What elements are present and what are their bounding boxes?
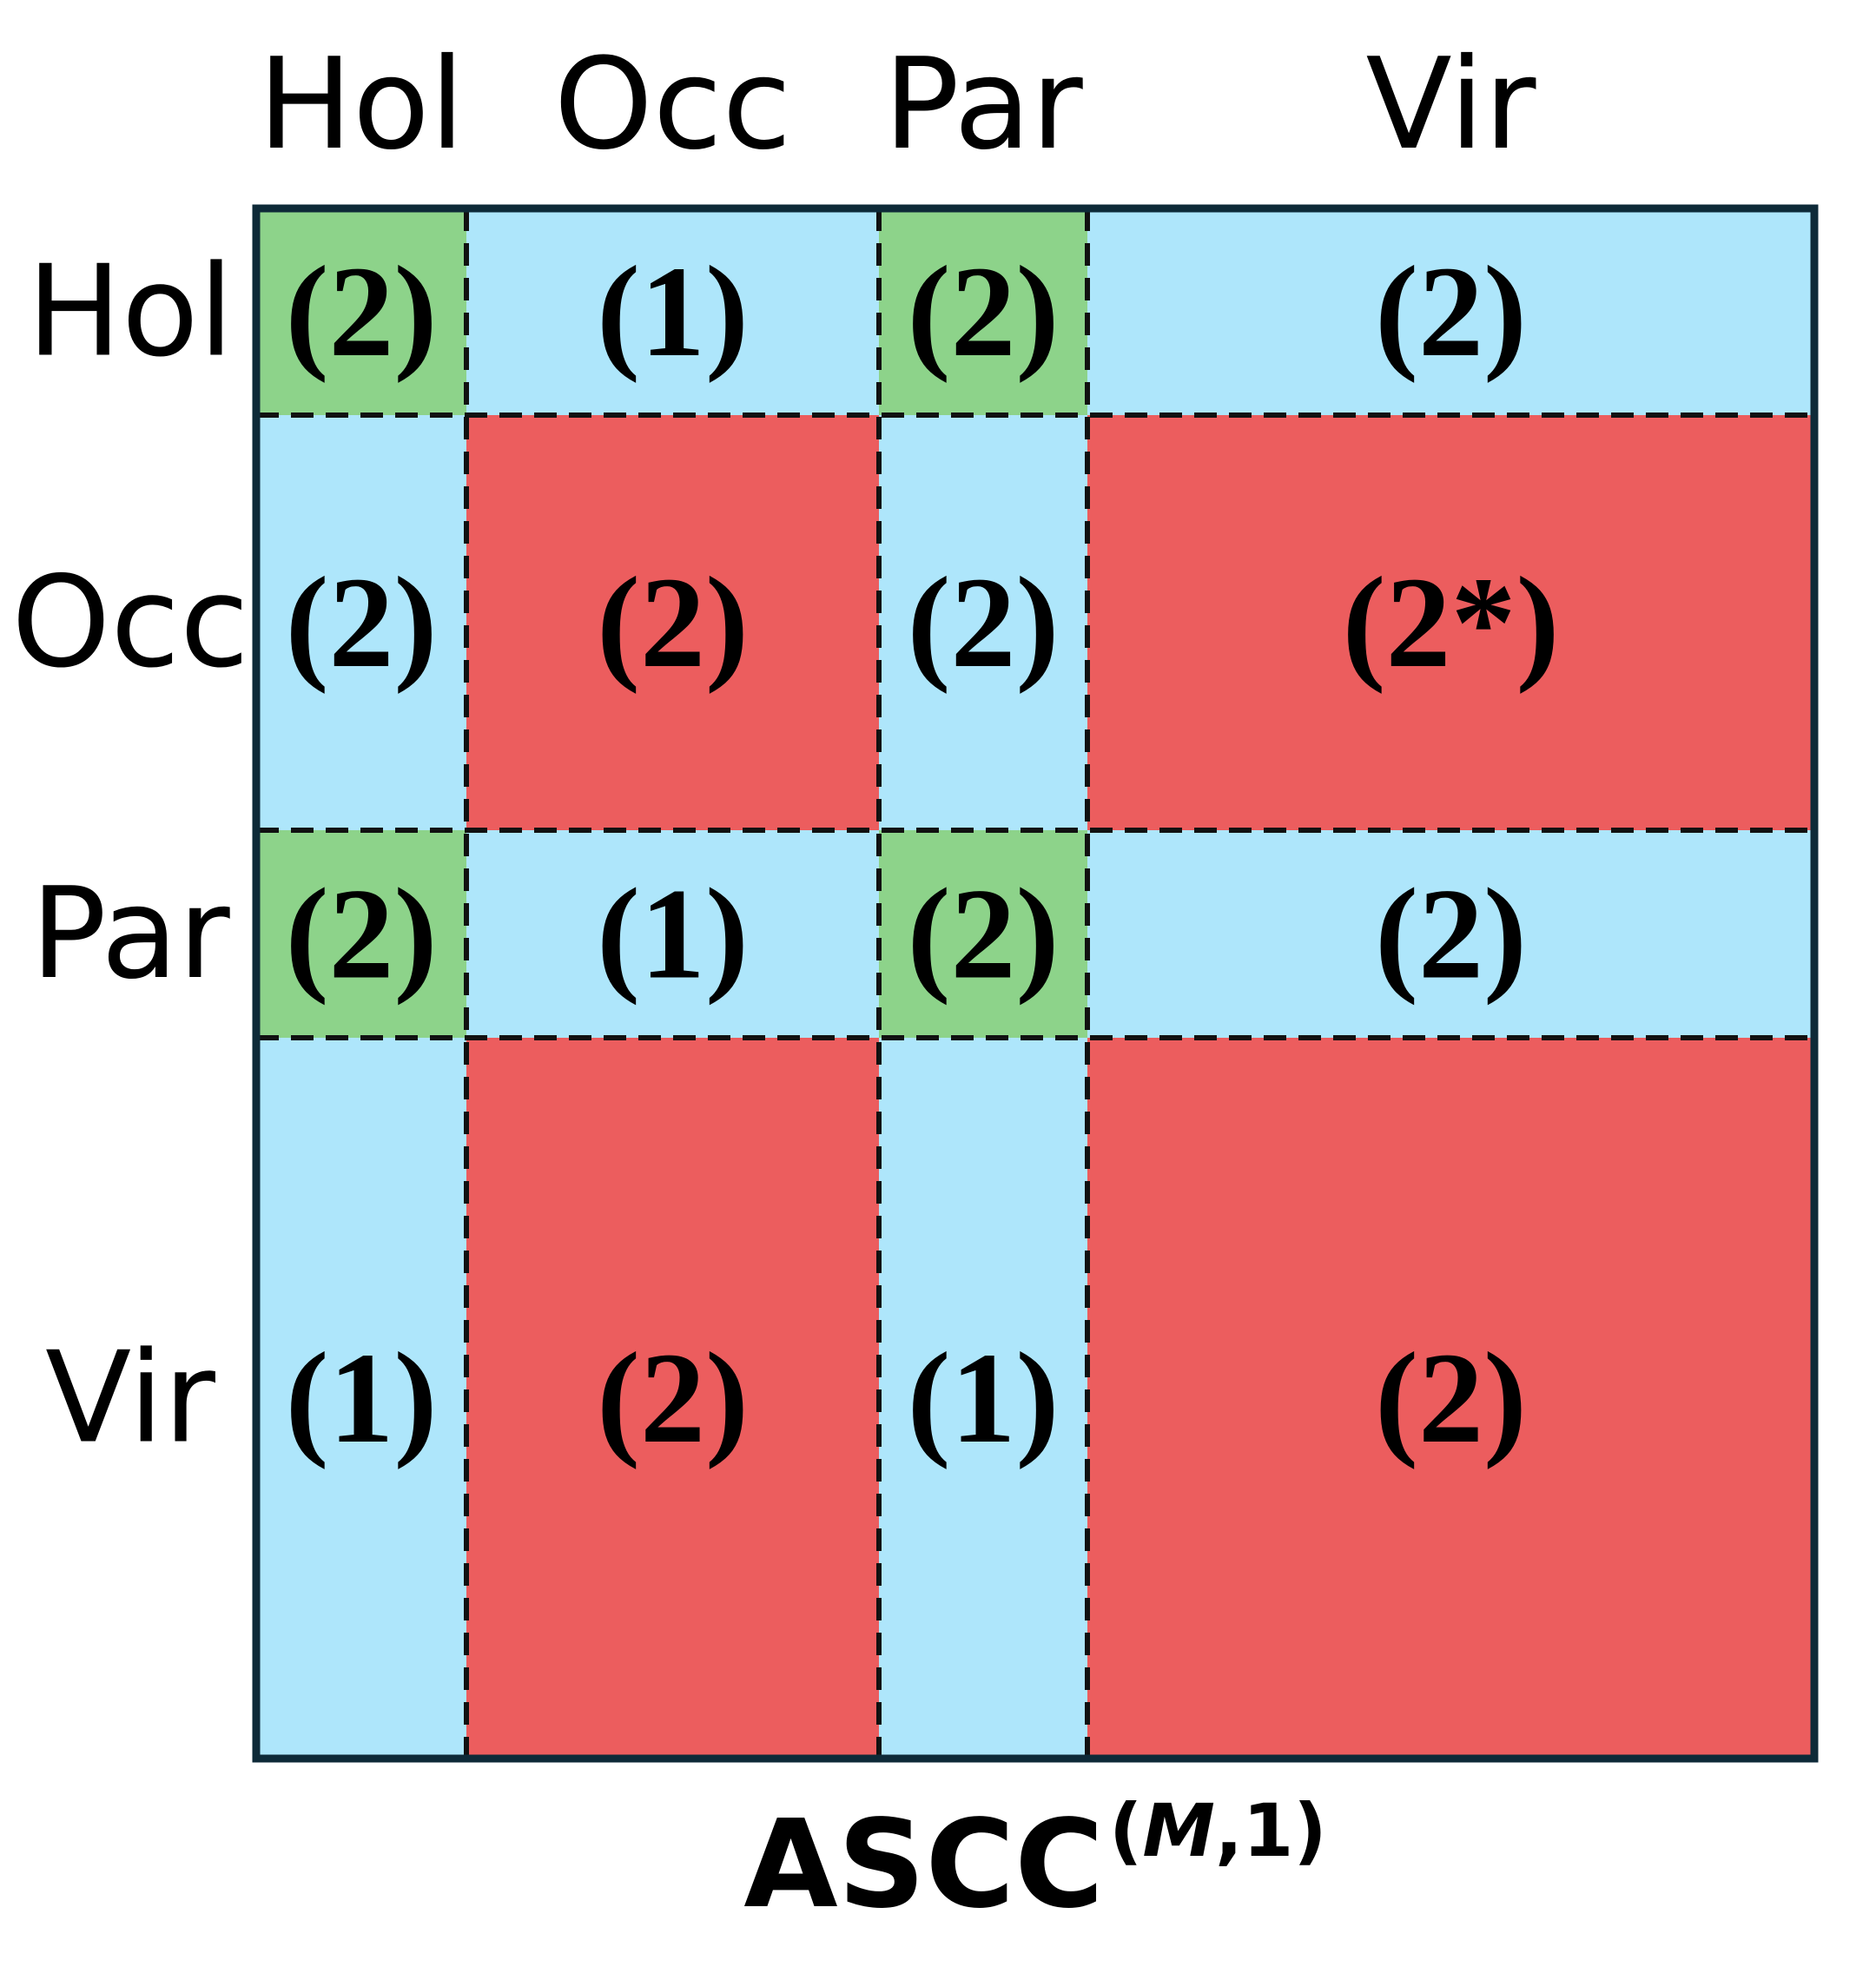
cell-par-vir: [1087, 830, 1814, 1038]
row-header-vir: Vir: [45, 1325, 215, 1472]
column-header-occ: Occ: [554, 31, 792, 178]
cell-label-vir-par: (1): [908, 1326, 1060, 1470]
cell-label-vir-hol: (1): [286, 1326, 438, 1470]
cell-label-hol-par: (2): [908, 240, 1060, 384]
column-header-hol: Hol: [258, 31, 465, 178]
cell-label-par-hol: (2): [286, 862, 438, 1006]
caption-superscript-m: M: [1142, 1788, 1215, 1873]
cell-hol-vir: [1087, 208, 1814, 415]
cell-label-occ-occ: (2): [597, 551, 749, 695]
cell-label-vir-vir: (2): [1375, 1326, 1527, 1470]
cell-label-occ-hol: (2): [286, 551, 438, 695]
cell-occ-occ: [466, 415, 879, 830]
row-header-par: Par: [30, 861, 230, 1007]
cell-occ-vir: [1087, 415, 1814, 830]
cell-labels: (2) (1) (2) (2) (2) (2) (2) (2*) (2) (1) (2) (2) (1)…: [286, 240, 1560, 1470]
matrix-border: [252, 204, 1819, 1763]
cell-vir-occ: [466, 1038, 879, 1759]
cell-vir-vir: [1087, 1038, 1814, 1759]
row-header-hol: Hol: [27, 239, 234, 386]
dashed-dividers: [256, 208, 1814, 1759]
cell-par-hol: [256, 830, 466, 1038]
column-header-vir: Vir: [1366, 31, 1536, 178]
cell-hol-hol: [256, 208, 466, 415]
cell-hol-occ: [466, 208, 879, 415]
cell-par-occ: [466, 830, 879, 1038]
caption-main: ASCC: [743, 1794, 1104, 1936]
matrix-cells: [256, 208, 1814, 1759]
cell-label-occ-vir: (2*): [1343, 551, 1560, 695]
cell-occ-par: [879, 415, 1087, 830]
caption-superscript-rest: ,1): [1215, 1788, 1327, 1873]
cell-label-hol-hol: (2): [286, 240, 438, 384]
column-headers: Hol Occ Par Vir: [258, 31, 1536, 178]
cell-label-par-par: (2): [908, 862, 1060, 1006]
matrix-caption: ASCC(M,1): [743, 1788, 1326, 1936]
cell-vir-par: [879, 1038, 1087, 1759]
column-header-par: Par: [883, 31, 1083, 178]
cell-hol-par: [879, 208, 1087, 415]
row-header-occ: Occ: [11, 550, 249, 696]
cell-label-vir-occ: (2): [597, 1326, 749, 1470]
caption-superscript-open: (: [1109, 1788, 1142, 1873]
cell-label-occ-par: (2): [908, 551, 1060, 695]
cell-label-hol-vir: (2): [1375, 240, 1527, 384]
cell-occ-hol: [256, 415, 466, 830]
cell-label-hol-occ: (1): [597, 240, 749, 384]
cell-label-par-occ: (1): [597, 862, 749, 1006]
cell-vir-hol: [256, 1038, 466, 1759]
cell-par-par: [879, 830, 1087, 1038]
row-headers: Hol Occ Par Vir: [11, 239, 249, 1472]
cell-label-par-vir: (2): [1375, 862, 1527, 1006]
